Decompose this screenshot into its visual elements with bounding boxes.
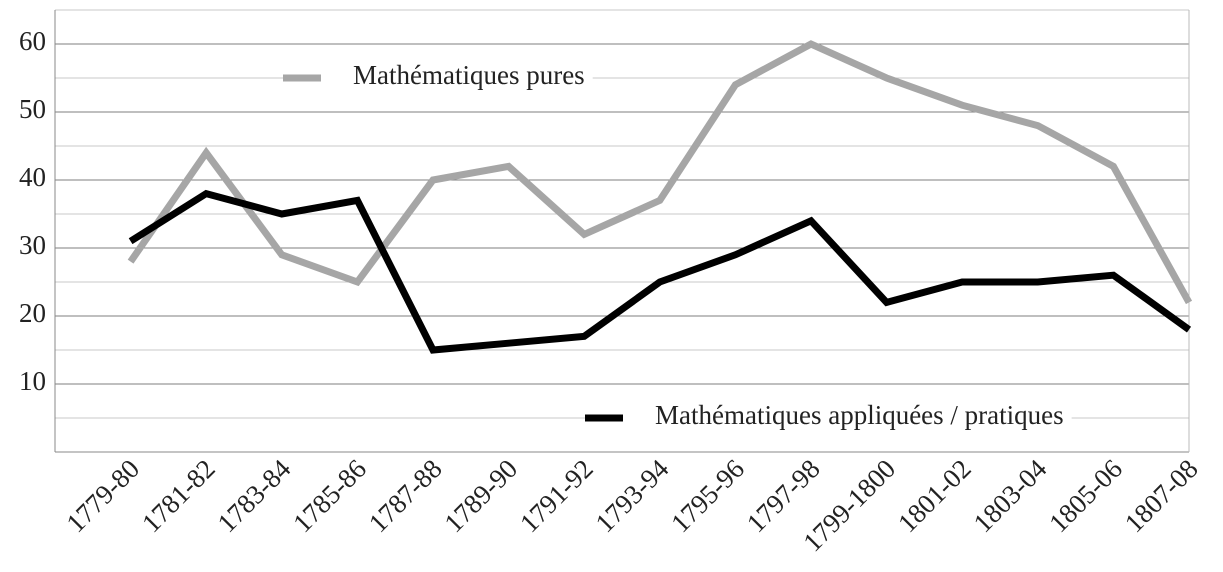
y-tick-label: 60: [19, 26, 46, 56]
x-tick-label: 1793-94: [590, 453, 675, 538]
y-tick-label: 50: [19, 94, 46, 124]
series-line: [127, 40, 1193, 305]
legend-background: [585, 400, 1072, 436]
x-tick-label: 1807-08: [1119, 453, 1204, 538]
x-tick-label: 1803-04: [968, 453, 1053, 538]
series-line: [128, 189, 1192, 354]
legend-label: Mathématiques appliquées / pratiques: [655, 400, 1064, 430]
x-tick-label: 1783-84: [212, 453, 297, 538]
y-tick-label: 10: [19, 366, 46, 396]
legend-background: [283, 60, 593, 96]
x-tick-label: 1785-86: [287, 453, 372, 538]
x-tick-label: 1795-96: [665, 453, 750, 538]
x-tick-label: 1787-88: [363, 453, 448, 538]
y-tick-label: 40: [19, 162, 46, 192]
x-tick-label: 1781-82: [136, 453, 221, 538]
x-tick-label: 1805-06: [1043, 453, 1128, 538]
legend-label: Mathématiques pures: [353, 60, 585, 90]
x-tick-label: 1801-02: [892, 453, 977, 538]
y-tick-label: 30: [19, 230, 46, 260]
x-tick-label: 1779-80: [60, 453, 145, 538]
x-tick-label: 1791-92: [514, 453, 599, 538]
x-tick-label: 1789-90: [438, 453, 523, 538]
y-tick-label: 20: [19, 298, 46, 328]
